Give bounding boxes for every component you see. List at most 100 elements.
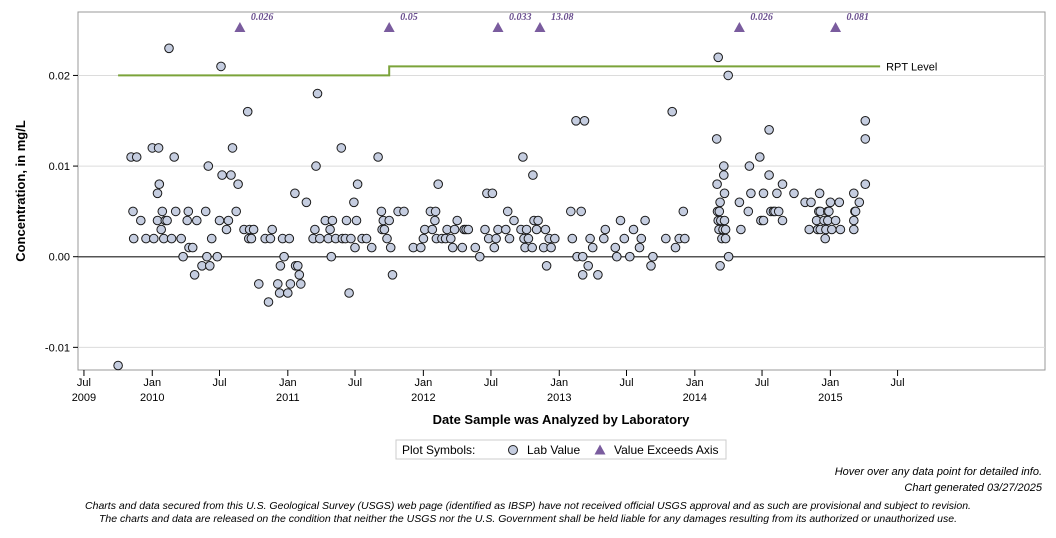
lab-value-point[interactable] [540, 224, 551, 235]
lab-value-point[interactable] [430, 206, 441, 217]
lab-value-point[interactable] [777, 179, 788, 189]
lab-value-point[interactable] [764, 125, 774, 135]
lab-value-point[interactable] [226, 170, 236, 180]
lab-value-point[interactable] [387, 270, 398, 280]
lab-value-point[interactable] [531, 224, 542, 235]
lab-value-point[interactable] [246, 233, 257, 244]
lab-value-point[interactable] [860, 179, 871, 189]
lab-value-point[interactable] [341, 215, 352, 226]
lab-value-point[interactable] [294, 270, 305, 280]
lab-value-point[interactable] [233, 179, 243, 189]
lab-value-point[interactable] [599, 233, 609, 244]
lab-value-point[interactable] [593, 270, 603, 280]
lab-value-point[interactable] [351, 215, 362, 226]
lab-value-point[interactable] [489, 242, 500, 253]
lab-value-point[interactable] [189, 270, 200, 280]
lab-value-point[interactable] [475, 251, 485, 262]
lab-value-point[interactable] [491, 233, 501, 244]
lab-value-point[interactable] [263, 297, 274, 307]
lab-value-point[interactable] [583, 261, 594, 271]
lab-value-points[interactable] [113, 43, 871, 371]
lab-value-point[interactable] [719, 215, 730, 226]
lab-value-point[interactable] [361, 233, 372, 244]
lab-value-point[interactable] [667, 106, 678, 117]
lab-value-point[interactable] [670, 242, 681, 253]
lab-value-point[interactable] [312, 88, 323, 99]
lab-value-point[interactable] [136, 215, 146, 226]
lab-value-point[interactable] [712, 179, 722, 189]
lab-value-point[interactable] [315, 233, 325, 244]
lab-value-point[interactable] [755, 152, 765, 162]
lab-value-point[interactable] [577, 251, 588, 262]
lab-value-point[interactable] [157, 206, 168, 217]
lab-value-point[interactable] [310, 224, 320, 235]
lab-value-point[interactable] [830, 215, 841, 226]
lab-value-point[interactable] [680, 233, 690, 244]
lab-value-point[interactable] [446, 233, 456, 244]
lab-value-point[interactable] [619, 233, 630, 244]
lab-value-point[interactable] [571, 116, 581, 126]
lab-value-point[interactable] [636, 233, 647, 244]
lab-value-point[interactable] [518, 152, 528, 162]
exceeds-axis-marker[interactable] [492, 22, 504, 32]
lab-value-point[interactable] [212, 251, 223, 262]
lab-value-point[interactable] [758, 215, 769, 226]
lab-value-point[interactable] [113, 360, 123, 371]
lab-value-point[interactable] [382, 233, 392, 244]
lab-value-point[interactable] [223, 215, 234, 226]
lab-value-point[interactable] [379, 224, 390, 235]
lab-value-point[interactable] [849, 188, 859, 199]
lab-value-point[interactable] [131, 152, 142, 162]
lab-value-point[interactable] [720, 224, 731, 235]
lab-value-point[interactable] [541, 261, 552, 271]
lab-value-point[interactable] [128, 206, 138, 217]
lab-value-point[interactable] [311, 161, 321, 171]
lab-value-point[interactable] [661, 233, 671, 244]
exceeds-axis-markers[interactable]: 0.026 0.05 0.033 13.08 0.026 0.081 [234, 12, 869, 32]
lab-value-point[interactable] [834, 197, 845, 208]
lab-value-point[interactable] [214, 215, 225, 226]
lab-value-point[interactable] [504, 233, 515, 244]
lab-value-point[interactable] [820, 233, 831, 244]
lab-value-point[interactable] [242, 106, 253, 117]
lab-value-point[interactable] [523, 233, 534, 244]
lab-value-point[interactable] [203, 161, 214, 171]
lab-value-point[interactable] [550, 233, 560, 244]
lab-value-point[interactable] [814, 188, 825, 199]
lab-value-point[interactable] [546, 242, 556, 253]
lab-value-point[interactable] [850, 206, 861, 217]
lab-value-point[interactable] [216, 61, 226, 72]
lab-value-point[interactable] [170, 206, 181, 217]
lab-value-point[interactable] [156, 224, 166, 235]
lab-value-point[interactable] [182, 215, 192, 226]
lab-value-point[interactable] [714, 206, 725, 217]
lab-value-point[interactable] [169, 152, 179, 162]
lab-value-point[interactable] [577, 270, 588, 280]
lab-value-point[interactable] [427, 224, 438, 235]
lab-value-point[interactable] [418, 233, 429, 244]
lab-value-point[interactable] [764, 170, 774, 180]
lab-value-point[interactable] [296, 279, 306, 289]
lab-value-point[interactable] [827, 224, 837, 235]
lab-value-point[interactable] [533, 215, 543, 226]
lab-value-point[interactable] [678, 206, 689, 217]
lab-value-point[interactable] [279, 251, 289, 262]
lab-value-point[interactable] [227, 143, 238, 153]
lab-value-point[interactable] [825, 197, 836, 208]
lab-value-point[interactable] [253, 279, 264, 289]
lab-value-point[interactable] [777, 215, 788, 226]
lab-value-point[interactable] [849, 224, 859, 235]
lab-value-point[interactable] [452, 215, 463, 226]
lab-value-point[interactable] [713, 52, 724, 63]
lab-value-point[interactable] [634, 242, 645, 253]
lab-value-point[interactable] [719, 161, 729, 171]
exceeds-axis-marker[interactable] [234, 22, 246, 32]
lab-value-point[interactable] [610, 242, 621, 253]
lab-value-point[interactable] [824, 206, 834, 217]
lab-value-point[interactable] [178, 251, 188, 262]
lab-value-point[interactable] [352, 179, 363, 189]
lab-value-point[interactable] [206, 233, 217, 244]
lab-value-point[interactable] [804, 224, 815, 235]
lab-value-point[interactable] [640, 215, 650, 226]
exceeds-axis-marker[interactable] [733, 22, 745, 32]
